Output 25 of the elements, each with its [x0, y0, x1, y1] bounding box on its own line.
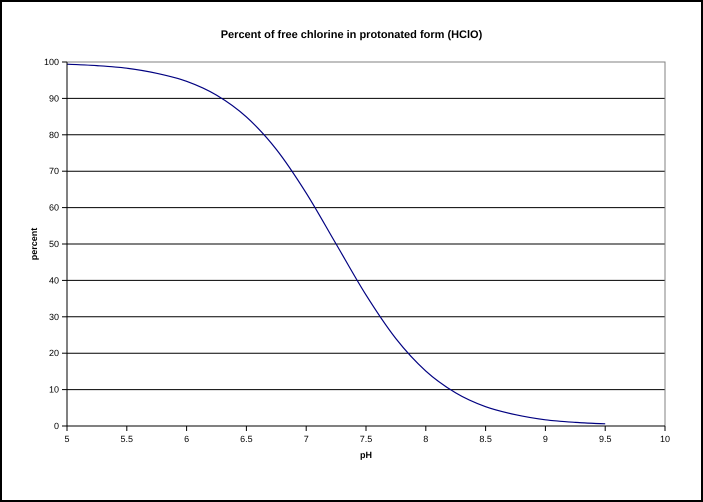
x-tick-label: 5	[64, 434, 70, 444]
y-tick-label: 90	[48, 93, 59, 104]
y-tick-label: 30	[48, 312, 59, 322]
x-tick-label: 8	[423, 434, 428, 444]
x-tick-label: 6.5	[240, 434, 253, 444]
y-tick-label: 60	[48, 202, 59, 213]
y-tick-label: 10	[48, 384, 59, 395]
x-tick-label: 8.5	[479, 434, 492, 444]
y-tick-label: 50	[48, 239, 59, 249]
x-tick-label: 7	[304, 434, 309, 444]
x-tick-label: 6	[184, 434, 190, 444]
y-tick-label: 20	[48, 348, 59, 358]
x-tick-label: 9.5	[598, 434, 612, 444]
chart-title: Percent of free chlorine in protonated form (HClO)	[220, 29, 483, 41]
y-tick-label: 100	[44, 57, 59, 67]
y-tick-label: 0	[54, 421, 59, 431]
x-tick-label: 5.5	[120, 434, 134, 444]
y-tick-label: 80	[48, 130, 59, 140]
y-tick-label: 70	[48, 166, 59, 176]
x-axis-title: pH	[360, 450, 372, 460]
x-tick-label: 10	[660, 434, 670, 444]
x-tick-label: 7.5	[360, 434, 372, 444]
y-axis-title: percent	[29, 228, 39, 260]
x-tick-label: 9	[542, 434, 548, 444]
y-tick-label: 40	[48, 275, 59, 286]
